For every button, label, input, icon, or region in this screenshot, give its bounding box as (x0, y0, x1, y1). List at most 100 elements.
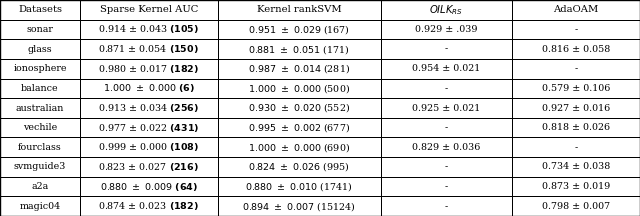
Bar (381, 39, 512, 59)
Bar (381, 59, 512, 79)
Text: -: - (574, 64, 578, 73)
Text: 0.816 ± 0.058: 0.816 ± 0.058 (542, 44, 610, 54)
Text: 0.873 ± 0.019: 0.873 ± 0.019 (542, 182, 610, 191)
Text: 0.734 ± 0.038: 0.734 ± 0.038 (542, 162, 610, 172)
Text: svmguide3: svmguide3 (14, 162, 66, 172)
Text: 0.874 ± 0.023 $\mathbf{(182)}$: 0.874 ± 0.023 $\mathbf{(182)}$ (99, 200, 199, 212)
Text: Datasets: Datasets (18, 5, 62, 14)
Text: $\mathit{0.894\ \pm\ 0.007}$ (15124): $\mathit{0.894\ \pm\ 0.007}$ (15124) (242, 200, 356, 213)
Text: 0.929 ± .039: 0.929 ± .039 (415, 25, 477, 34)
Text: 0.954 ± 0.021: 0.954 ± 0.021 (412, 64, 481, 73)
Bar (381, 79, 512, 98)
Bar (0, 20, 80, 39)
Text: 0.823 ± 0.027 $\mathbf{(216)}$: 0.823 ± 0.027 $\mathbf{(216)}$ (99, 161, 199, 173)
Text: 0.798 ± 0.007: 0.798 ± 0.007 (542, 202, 610, 211)
Text: vechile: vechile (23, 123, 57, 132)
Text: 0.999 ± 0.000 $\mathbf{(108)}$: 0.999 ± 0.000 $\mathbf{(108)}$ (98, 141, 200, 153)
Bar (218, 98, 381, 118)
Text: AdaOAM: AdaOAM (554, 5, 598, 14)
Bar (80, 79, 218, 98)
Bar (512, 196, 640, 216)
Bar (0, 196, 80, 216)
Bar (80, 39, 218, 59)
Bar (218, 20, 381, 39)
Bar (218, 177, 381, 196)
Bar (0, 0, 80, 20)
Text: -: - (445, 44, 448, 54)
Text: $\mathit{0.930\ \pm\ 0.020}$ (552): $\mathit{0.930\ \pm\ 0.020}$ (552) (248, 102, 350, 114)
Text: 0.914 ± 0.043 $\mathbf{(105)}$: 0.914 ± 0.043 $\mathbf{(105)}$ (98, 24, 200, 35)
Text: $\mathit{0.880\ \pm\ 0.010}$ (1741): $\mathit{0.880\ \pm\ 0.010}$ (1741) (245, 180, 353, 193)
Bar (80, 196, 218, 216)
Text: -: - (574, 25, 578, 34)
Bar (80, 20, 218, 39)
Bar (381, 196, 512, 216)
Text: 0.980 ± 0.017 $\mathbf{(182)}$: 0.980 ± 0.017 $\mathbf{(182)}$ (98, 63, 200, 75)
Bar (0, 137, 80, 157)
Text: australian: australian (16, 103, 64, 113)
Text: $\mathit{0.824\ \pm\ 0.026}$ (995): $\mathit{0.824\ \pm\ 0.026}$ (995) (248, 160, 350, 173)
Bar (218, 157, 381, 177)
Text: $\mathit{1.000\ \pm\ 0.000}$ (690): $\mathit{1.000\ \pm\ 0.000}$ (690) (248, 141, 350, 154)
Text: $\mathit{1.000\ \pm\ 0.000}$ (500): $\mathit{1.000\ \pm\ 0.000}$ (500) (248, 82, 350, 95)
Text: 0.871 ± 0.054 $\mathbf{(150)}$: 0.871 ± 0.054 $\mathbf{(150)}$ (99, 43, 199, 55)
Text: $\mathit{0.880\ \pm\ 0.009}$ $\mathbf{(64)}$: $\mathit{0.880\ \pm\ 0.009}$ $\mathbf{(6… (100, 181, 198, 192)
Bar (218, 118, 381, 137)
Bar (512, 137, 640, 157)
Text: Kernel rankSVM: Kernel rankSVM (257, 5, 342, 14)
Text: 0.927 ± 0.016: 0.927 ± 0.016 (542, 103, 610, 113)
Text: -: - (445, 123, 448, 132)
Text: a2a: a2a (31, 182, 49, 191)
Text: ionosphere: ionosphere (13, 64, 67, 73)
Text: 0.579 ± 0.106: 0.579 ± 0.106 (542, 84, 610, 93)
Bar (0, 59, 80, 79)
Bar (381, 20, 512, 39)
Bar (512, 177, 640, 196)
Bar (381, 177, 512, 196)
Bar (512, 39, 640, 59)
Text: 0.977 ± 0.022 $\mathbf{(431)}$: 0.977 ± 0.022 $\mathbf{(431)}$ (98, 122, 200, 134)
Bar (0, 118, 80, 137)
Bar (80, 98, 218, 118)
Bar (381, 157, 512, 177)
Bar (218, 59, 381, 79)
Text: 0.829 ± 0.036: 0.829 ± 0.036 (412, 143, 481, 152)
Text: -: - (445, 182, 448, 191)
Bar (512, 118, 640, 137)
Bar (512, 98, 640, 118)
Bar (381, 0, 512, 20)
Text: $\mathit{0.995\ \pm\ 0.002}$ (677): $\mathit{0.995\ \pm\ 0.002}$ (677) (248, 121, 350, 134)
Bar (80, 59, 218, 79)
Text: balance: balance (21, 84, 59, 93)
Bar (381, 98, 512, 118)
Text: -: - (445, 162, 448, 172)
Bar (512, 59, 640, 79)
Bar (512, 20, 640, 39)
Bar (0, 157, 80, 177)
Text: 0.913 ± 0.034 $\mathbf{(256)}$: 0.913 ± 0.034 $\mathbf{(256)}$ (98, 102, 200, 114)
Bar (0, 39, 80, 59)
Bar (512, 0, 640, 20)
Bar (0, 177, 80, 196)
Bar (218, 79, 381, 98)
Bar (80, 137, 218, 157)
Text: fourclass: fourclass (18, 143, 62, 152)
Text: $\mathit{0.951\ \pm\ 0.029}$ (167): $\mathit{0.951\ \pm\ 0.029}$ (167) (248, 23, 350, 36)
Text: 0.818 ± 0.026: 0.818 ± 0.026 (542, 123, 610, 132)
Bar (218, 137, 381, 157)
Text: Sparse Kernel AUC: Sparse Kernel AUC (100, 5, 198, 14)
Text: sonar: sonar (27, 25, 53, 34)
Bar (381, 137, 512, 157)
Text: $\mathit{OILK}_{RS}$: $\mathit{OILK}_{RS}$ (429, 3, 463, 17)
Bar (218, 0, 381, 20)
Bar (512, 79, 640, 98)
Text: -: - (445, 202, 448, 211)
Text: $\mathit{0.881\ \pm\ 0.051}$ (171): $\mathit{0.881\ \pm\ 0.051}$ (171) (248, 43, 350, 56)
Bar (0, 98, 80, 118)
Text: $\mathit{1.000\ \pm\ 0.000}$ $\mathbf{(6)}$: $\mathit{1.000\ \pm\ 0.000}$ $\mathbf{(6… (103, 82, 195, 94)
Text: -: - (445, 84, 448, 93)
Bar (218, 39, 381, 59)
Bar (80, 118, 218, 137)
Text: $\mathit{0.987\ \pm\ 0.014}$ (281): $\mathit{0.987\ \pm\ 0.014}$ (281) (248, 62, 350, 75)
Bar (381, 118, 512, 137)
